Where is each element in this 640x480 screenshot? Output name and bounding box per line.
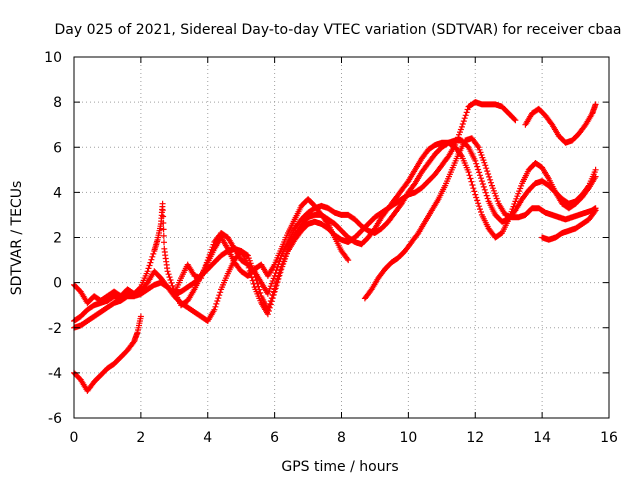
grid-lines — [74, 57, 609, 418]
chart-title: Day 025 of 2021, Sidereal Day-to-day VTE… — [55, 22, 622, 38]
plus-markers — [71, 99, 519, 324]
plus-markers — [171, 137, 599, 297]
x-tick-label: 14 — [533, 430, 551, 446]
x-tick-label: 2 — [136, 430, 145, 446]
series-track-6 — [361, 135, 599, 302]
x-tick-label: 16 — [600, 430, 618, 446]
series-track-8 — [539, 207, 599, 243]
axis-ticks: 0 2 4 6 8 10 12 14 16 -6 -4 -2 0 2 4 6 8 10 — [44, 50, 618, 446]
plus-markers — [361, 135, 599, 302]
x-tick-label: 4 — [203, 430, 212, 446]
y-tick-label: 10 — [44, 50, 62, 66]
x-tick-label: 8 — [337, 430, 346, 446]
x-tick-label: 0 — [70, 430, 79, 446]
plus-markers — [539, 207, 599, 243]
plus-markers — [522, 101, 599, 146]
x-axis-label: GPS time / hours — [281, 459, 398, 475]
y-tick-label: 2 — [53, 231, 62, 247]
series-track-7 — [522, 101, 599, 146]
series-track-3 — [71, 99, 519, 324]
y-tick-label: 0 — [53, 276, 62, 292]
y-tick-label: 4 — [53, 185, 62, 201]
y-tick-label: -4 — [48, 366, 62, 382]
data-series — [71, 99, 599, 394]
y-tick-label: -6 — [48, 411, 62, 427]
x-tick-label: 12 — [466, 430, 484, 446]
series-track-5 — [171, 137, 599, 297]
y-axis-label: SDTVAR / TECUs — [9, 181, 25, 296]
y-tick-label: 6 — [53, 140, 62, 156]
y-tick-label: -2 — [48, 321, 62, 337]
x-tick-label: 6 — [270, 430, 279, 446]
x-tick-label: 10 — [399, 430, 417, 446]
y-tick-label: 8 — [53, 95, 62, 111]
